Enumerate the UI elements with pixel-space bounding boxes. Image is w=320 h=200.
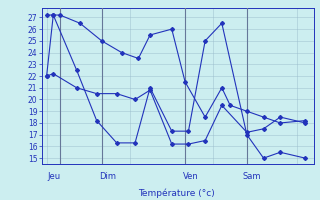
Text: Ven: Ven <box>183 172 199 181</box>
Text: Dim: Dim <box>99 172 116 181</box>
Text: Jeu: Jeu <box>47 172 60 181</box>
Text: Température (°c): Température (°c) <box>138 188 214 198</box>
Text: Sam: Sam <box>243 172 261 181</box>
